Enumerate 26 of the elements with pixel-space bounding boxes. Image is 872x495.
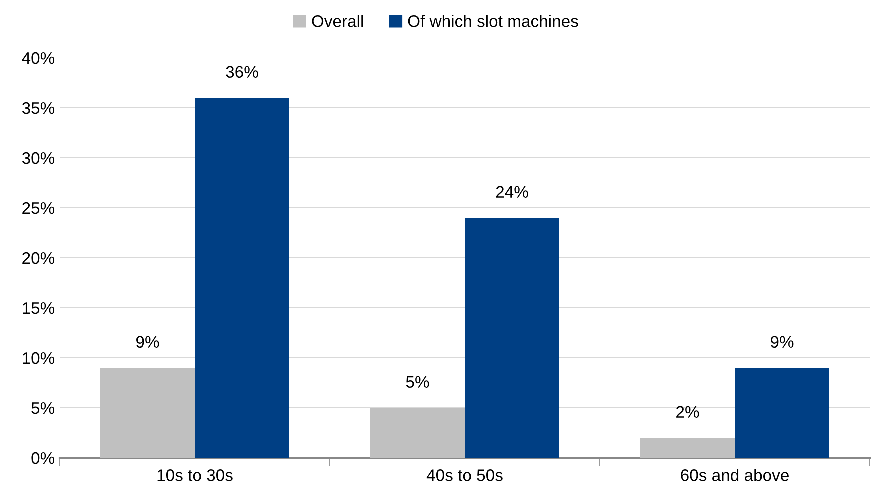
bar xyxy=(640,438,735,458)
bar xyxy=(465,218,560,458)
bar xyxy=(195,98,290,458)
y-tick-label: 40% xyxy=(22,52,55,64)
data-label: 24% xyxy=(496,186,528,198)
y-tick-label: 0% xyxy=(32,452,55,464)
data-label: 5% xyxy=(406,376,430,388)
y-tick-label: 20% xyxy=(22,252,55,264)
bar xyxy=(735,368,830,458)
y-tick-label: 25% xyxy=(22,202,55,214)
x-tick-label: 60s and above xyxy=(681,469,789,482)
y-tick-label: 10% xyxy=(23,352,55,364)
bar xyxy=(100,368,195,458)
data-label: 2% xyxy=(676,406,700,418)
data-label: 36% xyxy=(226,66,258,78)
y-tick-label: 35% xyxy=(22,102,55,114)
bar xyxy=(370,408,465,458)
y-tick-label: 5% xyxy=(32,402,55,414)
x-tick-label: 40s to 50s xyxy=(426,470,503,482)
legend-label: Overall xyxy=(312,15,364,28)
data-label: 9% xyxy=(136,336,160,348)
data-label: 9% xyxy=(770,336,794,348)
y-tick-label: 30% xyxy=(22,152,55,164)
y-tick-label: 15% xyxy=(23,302,55,314)
legend-label: Of which slot machines xyxy=(408,15,578,28)
x-tick-label: 10s to 30s xyxy=(158,470,233,482)
